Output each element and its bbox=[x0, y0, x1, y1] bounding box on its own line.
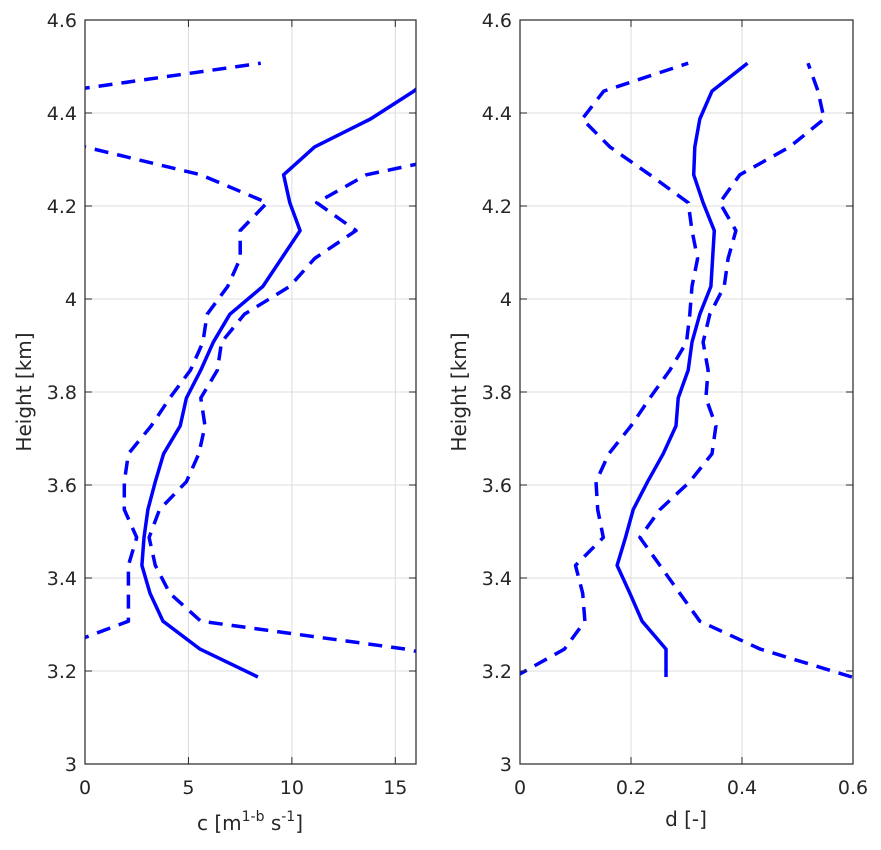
y-tick-label: 3.2 bbox=[482, 661, 512, 683]
series-line-dashed-1 bbox=[520, 61, 700, 676]
y-tick-label: 3.6 bbox=[482, 475, 512, 497]
y-tick-label: 3.2 bbox=[47, 661, 77, 683]
y-tick-label: 3 bbox=[500, 754, 512, 776]
y-tick-label: 4 bbox=[500, 289, 512, 311]
y-tick-label: 4.4 bbox=[47, 103, 77, 125]
y-tick-label: 4.4 bbox=[482, 103, 512, 125]
left-axes: 0 5 10 15 3 3.2 3.4 3.6 3.8 4 4.2 4.4 4.6 bbox=[47, 10, 417, 799]
y-tick-label: 4.2 bbox=[47, 196, 77, 218]
x-tick-label: 0.4 bbox=[727, 777, 757, 799]
series-group bbox=[85, 61, 416, 679]
x-tick-label: 5 bbox=[182, 777, 194, 799]
right-x-axis-label: d [-] bbox=[665, 807, 707, 831]
y-tick-label: 3.6 bbox=[47, 475, 77, 497]
series-line-dashed-2 bbox=[147, 162, 416, 654]
series-group bbox=[520, 61, 853, 679]
y-tick-label: 3 bbox=[65, 754, 77, 776]
series-line-solid bbox=[615, 61, 749, 677]
x-tick-label: 10 bbox=[280, 777, 304, 799]
right-axes: 0 0.2 0.4 0.6 3 3.2 3.4 3.6 3.8 4 4.2 4.4 4.6 bbox=[482, 10, 868, 799]
y-tick-label: 3.4 bbox=[47, 568, 77, 590]
y-tick-label: 3.8 bbox=[482, 382, 512, 404]
x-tick-label: 0.2 bbox=[616, 777, 646, 799]
series-line-solid bbox=[140, 87, 416, 679]
xlabel-superscript: 1-b bbox=[242, 809, 265, 825]
y-tick-label: 3.4 bbox=[482, 568, 512, 590]
series-line-dashed-2 bbox=[638, 62, 853, 679]
y-tick-label: 4.6 bbox=[47, 10, 77, 32]
y-tick-label: 3.8 bbox=[47, 382, 77, 404]
xlabel-part: ] bbox=[295, 811, 303, 835]
right-y-axis-label: Height [km] bbox=[447, 332, 471, 451]
xlabel-superscript: -1 bbox=[281, 809, 295, 825]
xlabel-part: c [m bbox=[197, 811, 242, 835]
x-tick-label: 0 bbox=[79, 777, 91, 799]
series-line-dashed-1 bbox=[85, 61, 269, 640]
left-y-axis-label: Height [km] bbox=[12, 332, 36, 451]
x-tick-label: 0.6 bbox=[838, 777, 868, 799]
x-tick-label: 15 bbox=[383, 777, 407, 799]
xlabel-part: s bbox=[264, 811, 281, 835]
x-tick-label: 0 bbox=[514, 777, 526, 799]
y-tick-label: 4.6 bbox=[482, 10, 512, 32]
left-x-axis-label: c [m1-b s-1] bbox=[197, 809, 303, 835]
y-tick-label: 4.2 bbox=[482, 196, 512, 218]
y-tick-label: 4 bbox=[65, 289, 77, 311]
